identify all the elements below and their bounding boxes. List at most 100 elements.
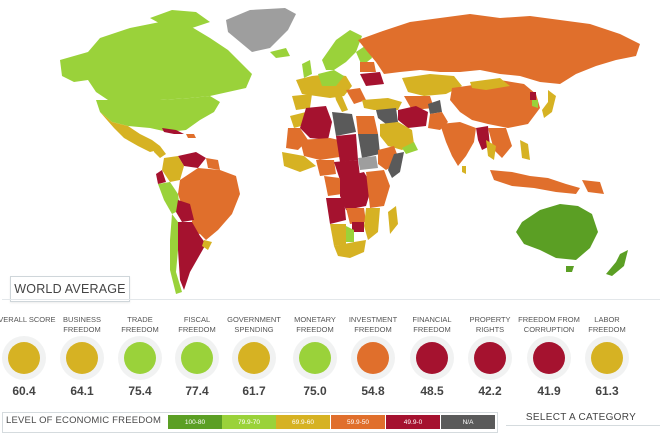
category-circle[interactable]: [232, 336, 276, 380]
country-west-africa[interactable]: [282, 152, 316, 172]
country-zimbabwe[interactable]: [352, 222, 364, 232]
country-brazil[interactable]: [178, 168, 240, 240]
country-yemen-oman[interactable]: [402, 142, 418, 154]
country-turkmen-uzbek[interactable]: [404, 96, 434, 110]
country-indonesia[interactable]: [490, 170, 580, 194]
legend-swatch: 59.9-50: [331, 415, 385, 429]
country-libya[interactable]: [332, 112, 356, 136]
country-mexico[interactable]: [100, 112, 158, 152]
category-circle[interactable]: [118, 336, 162, 380]
country-iran[interactable]: [398, 106, 428, 128]
category-score-indicator: [591, 342, 623, 374]
country-balkans[interactable]: [346, 88, 366, 104]
category-circle[interactable]: [293, 336, 337, 380]
country-australia[interactable]: [516, 204, 598, 260]
country-south-sudan[interactable]: [358, 156, 378, 170]
category-circle[interactable]: [2, 336, 46, 380]
category-label: LABOR FREEDOM: [588, 315, 626, 334]
country-syria-iraq[interactable]: [376, 108, 398, 124]
country-alaska[interactable]: [60, 52, 88, 82]
country-uruguay[interactable]: [202, 240, 212, 250]
country-thailand[interactable]: [486, 140, 496, 160]
country-mongolia[interactable]: [470, 78, 510, 90]
country-iberia[interactable]: [292, 94, 312, 110]
country-italy[interactable]: [334, 92, 348, 112]
country-peru[interactable]: [158, 182, 180, 214]
category-label: PROPERTY RIGHTS: [469, 315, 511, 334]
country-indochina[interactable]: [488, 128, 512, 158]
legend-title: LEVEL OF ECONOMIC FREEDOM: [6, 415, 162, 426]
country-argentina[interactable]: [178, 222, 206, 290]
country-drc[interactable]: [340, 172, 372, 210]
country-usa[interactable]: [96, 96, 220, 132]
category-label: OVERALL SCORE: [0, 315, 56, 324]
country-angola[interactable]: [326, 198, 346, 224]
country-mozambique[interactable]: [364, 208, 380, 240]
country-gabon-congo[interactable]: [324, 176, 342, 196]
country-philippines[interactable]: [520, 140, 530, 160]
category-score-indicator: [66, 342, 98, 374]
category-circle[interactable]: [527, 336, 571, 380]
country-ukraine[interactable]: [360, 72, 384, 86]
country-cuba[interactable]: [162, 128, 184, 134]
category-label: GOVERNMENT SPENDING: [227, 315, 281, 334]
country-greenland[interactable]: [226, 8, 296, 52]
country-japan[interactable]: [542, 90, 556, 118]
country-sri-lanka[interactable]: [462, 166, 466, 174]
country-madagascar[interactable]: [388, 206, 398, 234]
country-egypt[interactable]: [356, 116, 378, 134]
legend-swatch: N/A: [441, 415, 495, 429]
country-venezuela[interactable]: [178, 152, 206, 168]
category-score: 61.3: [595, 384, 619, 398]
country-afghanistan[interactable]: [428, 100, 442, 114]
country-germany-area[interactable]: [318, 70, 344, 86]
country-canada-islands[interactable]: [150, 10, 210, 28]
country-canada[interactable]: [84, 22, 252, 100]
category-circle[interactable]: [175, 336, 219, 380]
country-papua-new-guinea[interactable]: [582, 180, 604, 194]
country-china[interactable]: [450, 80, 540, 128]
country-turkey[interactable]: [362, 98, 402, 110]
country-tasmania[interactable]: [566, 266, 574, 272]
category-circle[interactable]: [410, 336, 454, 380]
country-india[interactable]: [440, 122, 476, 166]
country-bolivia[interactable]: [176, 200, 194, 222]
country-north-korea[interactable]: [530, 92, 536, 100]
category-circle[interactable]: [60, 336, 104, 380]
world-map[interactable]: [0, 0, 660, 300]
country-chad[interactable]: [336, 134, 358, 162]
country-botswana[interactable]: [346, 226, 354, 242]
country-uk[interactable]: [302, 60, 312, 78]
country-iceland[interactable]: [270, 48, 290, 58]
country-scandinavia[interactable]: [322, 30, 362, 70]
country-belarus[interactable]: [360, 62, 376, 72]
country-kazakhstan[interactable]: [402, 74, 462, 96]
country-mali-niger[interactable]: [300, 138, 348, 160]
country-nigeria[interactable]: [316, 160, 336, 176]
country-russia[interactable]: [358, 14, 640, 84]
category-score-indicator: [238, 342, 270, 374]
country-sudan[interactable]: [358, 134, 380, 158]
country-new-zealand[interactable]: [606, 250, 628, 276]
country-south-africa[interactable]: [334, 240, 366, 258]
country-guianas[interactable]: [206, 158, 220, 170]
category-label: FISCAL FREEDOM: [178, 315, 216, 334]
world-average-tab[interactable]: WORLD AVERAGE: [10, 276, 130, 302]
country-kenya-tanzania[interactable]: [366, 170, 390, 208]
country-namibia[interactable]: [330, 224, 346, 246]
country-somalia[interactable]: [388, 152, 404, 178]
country-saudi-arabia[interactable]: [380, 122, 414, 150]
country-zambia[interactable]: [346, 208, 366, 224]
category-circle[interactable]: [585, 336, 629, 380]
legend-swatch: 49.9-0: [386, 415, 440, 429]
country-algeria[interactable]: [300, 106, 332, 140]
category-circle[interactable]: [351, 336, 395, 380]
country-haiti-dr[interactable]: [186, 134, 196, 138]
country-central-america[interactable]: [152, 140, 166, 158]
country-chile[interactable]: [170, 214, 182, 294]
category-circle[interactable]: [468, 336, 512, 380]
country-south-korea[interactable]: [532, 100, 538, 108]
country-colombia[interactable]: [162, 156, 184, 182]
select-category-button[interactable]: SELECT A CATEGORY: [525, 411, 637, 423]
country-ecuador[interactable]: [156, 170, 166, 184]
